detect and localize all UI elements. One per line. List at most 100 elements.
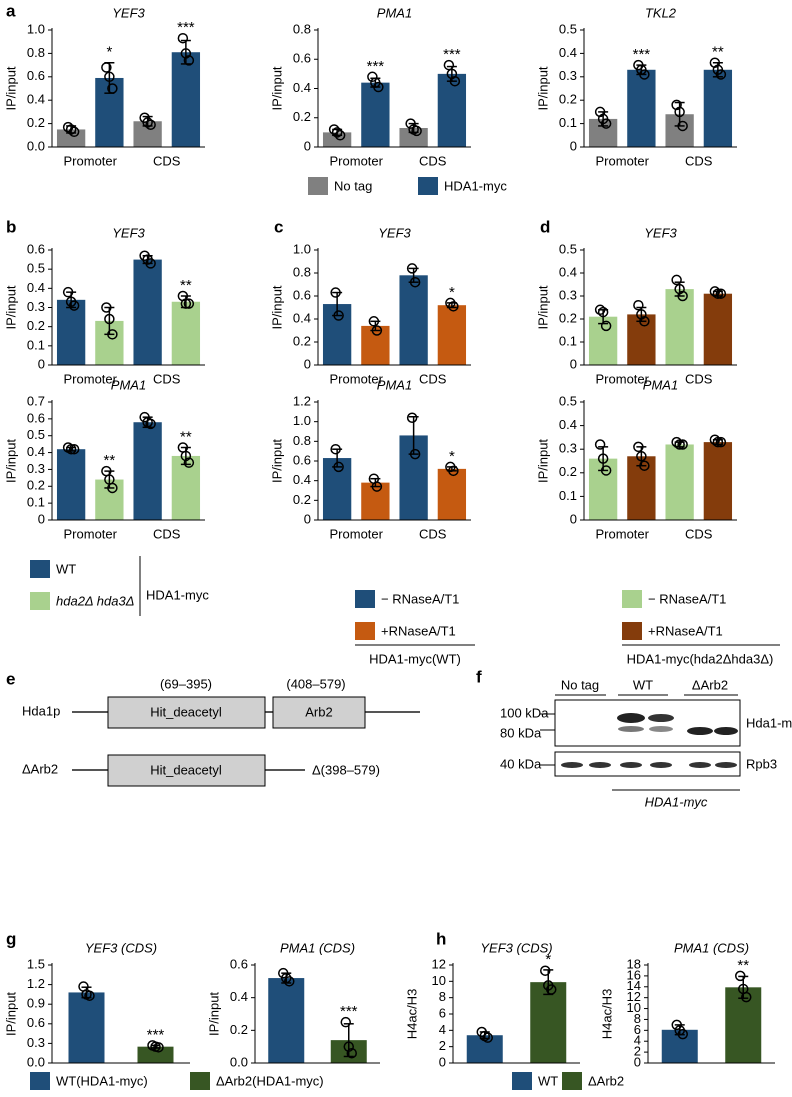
- band: [589, 762, 611, 768]
- legend-label: +RNaseA/T1: [381, 623, 456, 638]
- bar: [56, 449, 86, 520]
- replicate-point: [449, 75, 461, 87]
- y-tick-label: 0.6: [27, 241, 45, 256]
- chart-title: YEF3 (CDS): [480, 940, 552, 955]
- domain-label: Arb2: [305, 704, 332, 719]
- chart-title: YEF3 (CDS): [85, 940, 157, 955]
- replicate-point: [639, 316, 650, 327]
- bar: [133, 422, 162, 520]
- replicate-point: [343, 1041, 354, 1052]
- band-label: Hda1-myc: [746, 715, 792, 730]
- bar: [437, 73, 467, 147]
- bar: [627, 456, 656, 520]
- y-tick-label: 0.1: [559, 488, 577, 503]
- y-tick-label: 0.3: [559, 441, 577, 456]
- replicate-point: [600, 118, 612, 129]
- replicate-point: [482, 1032, 493, 1043]
- replicate-point: [107, 329, 118, 340]
- y-tick-label: 0.9: [27, 996, 45, 1011]
- x-tick-label: Promoter: [64, 526, 118, 541]
- replicate-point: [405, 118, 416, 129]
- y-axis-label: H4ac/H3: [404, 989, 419, 1040]
- panel-label: a: [6, 1, 16, 20]
- y-tick-label: 0.4: [27, 444, 45, 459]
- legend-group-label: HDA1-myc: [146, 587, 209, 602]
- band: [648, 714, 674, 722]
- bar: [627, 69, 656, 147]
- replicate-point: [180, 48, 192, 59]
- y-tick-label: 4: [634, 1033, 641, 1048]
- bar: [361, 482, 390, 520]
- replicate-point: [636, 451, 647, 462]
- replicate-point: [145, 119, 156, 131]
- y-tick-label: 2: [634, 1044, 641, 1059]
- legend-swatch: [308, 177, 328, 195]
- legend-label: WT: [538, 1073, 558, 1088]
- replicate-point: [636, 309, 647, 320]
- replicate-point: [674, 106, 685, 118]
- bar: [703, 293, 733, 365]
- bar: [665, 444, 694, 520]
- bar: [171, 52, 201, 148]
- panel-label: f: [476, 667, 482, 686]
- chart-title: TKL2: [645, 5, 677, 20]
- y-tick-label: 0.4: [559, 417, 577, 432]
- y-tick-label: 0: [304, 356, 311, 371]
- bar: [361, 325, 390, 365]
- domain-label: Hit_deacetyl: [150, 704, 222, 719]
- y-tick-label: 0.6: [293, 287, 311, 302]
- replicate-point: [330, 443, 341, 455]
- bar: [437, 305, 467, 365]
- replicate-point: [671, 99, 682, 111]
- western-blot: No tag WT ΔArb2 100 kDa 80 kDa 40 kDa Hd…: [500, 677, 792, 809]
- replicate-point: [107, 482, 118, 494]
- domain-range: (69–395): [160, 676, 212, 691]
- y-tick-label: 0.2: [559, 310, 577, 325]
- replicate-point: [153, 1042, 164, 1053]
- replicate-point: [671, 274, 682, 286]
- y-tick-label: 0: [634, 1054, 641, 1069]
- replicate-point: [677, 1028, 688, 1040]
- legend-label: No tag: [334, 178, 372, 193]
- y-tick-label: 0.3: [559, 68, 577, 83]
- band: [714, 727, 738, 735]
- significance: ***: [367, 58, 385, 75]
- x-tick-label: CDS: [685, 526, 713, 541]
- y-tick-label: 0.5: [27, 261, 45, 276]
- x-tick-label: Promoter: [64, 371, 118, 386]
- y-tick-label: 0.6: [293, 51, 311, 66]
- domain-box: [107, 696, 266, 729]
- band: [650, 762, 672, 768]
- deletion-label: Δ(398–579): [312, 762, 380, 777]
- y-tick-label: 0.4: [559, 45, 577, 60]
- y-tick-label: 8: [634, 1011, 641, 1026]
- y-axis-label: IP/input: [535, 439, 550, 483]
- y-tick-label: 0.4: [293, 472, 311, 487]
- y-tick-label: 0: [38, 511, 45, 526]
- blot-box: [554, 699, 741, 747]
- y-axis-label: IP/input: [3, 439, 18, 483]
- band: [689, 762, 711, 768]
- y-axis-label: IP/input: [3, 285, 18, 329]
- x-tick-label: CDS: [419, 153, 447, 168]
- band: [649, 726, 673, 732]
- replicate-point: [104, 313, 115, 325]
- band: [561, 762, 583, 768]
- lane-label: No tag: [561, 677, 599, 692]
- y-axis-label: H4ac/H3: [599, 989, 614, 1040]
- y-tick-label: 18: [627, 956, 641, 971]
- bar: [268, 978, 305, 1063]
- significance: **: [737, 957, 749, 974]
- replicate-point: [330, 287, 341, 298]
- band: [617, 713, 645, 723]
- replicate-point: [409, 276, 421, 288]
- y-axis-label: IP/input: [3, 66, 18, 110]
- legend-label: − RNaseA/T1: [648, 591, 726, 606]
- significance: *: [545, 951, 551, 968]
- x-tick-label: Promoter: [64, 153, 118, 168]
- y-tick-label: 0.3: [559, 287, 577, 302]
- replicate-point: [677, 439, 688, 450]
- chart-title: PMA1: [643, 377, 678, 392]
- legend-swatch: [355, 590, 375, 608]
